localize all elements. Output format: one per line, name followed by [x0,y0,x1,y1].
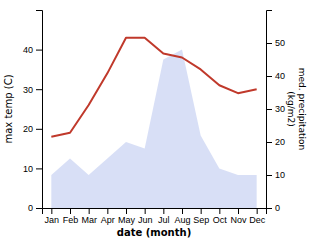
y2-axis: 0 10 20 30 40 50 [266,11,285,214]
tick: 40 [266,71,285,81]
tick-mark [107,208,108,214]
tick-mark [266,208,272,209]
tick-mark [36,168,42,169]
tick-mark [126,208,127,214]
x-axis: JanFebMar AprMayJun Jul AugSep OctNovDec [43,208,267,225]
title-line: (kg/m2) [286,91,296,126]
tick-mark [238,208,239,214]
tick: Aug [174,208,190,225]
tick: Nov [230,208,247,225]
tick-mark [89,208,90,214]
tick: 10 [266,170,285,180]
tick: 20 [266,137,285,147]
tick-label: Feb [63,215,79,225]
tick-label: Mar [81,215,97,225]
tick-mark [182,208,183,214]
tick-mark [266,142,272,143]
tick-label: 10 [23,164,33,174]
tick-mark [51,208,52,214]
y-axis: 0 10 20 30 40 [23,11,43,214]
tick-label: 30 [275,104,285,114]
tick-label: Jul [158,215,170,225]
tick: Dec [249,208,266,225]
tick: 50 [266,38,285,48]
axis-line [36,11,43,209]
tick-label: 0 [275,203,280,213]
tick: Jan [45,208,60,225]
tick-label: 50 [275,38,285,48]
tick-label: Dec [249,215,266,225]
tick-mark [36,89,42,90]
tick-mark [266,175,272,176]
tick-mark [163,208,164,214]
tick: Apr [101,208,115,225]
tick-mark [70,208,71,214]
tick: 20 [23,124,42,134]
y-axis-title: max temp (C) [3,74,14,143]
tick-label: Oct [213,215,228,225]
tick-label: 20 [275,137,285,147]
tick-label: Sep [193,215,209,225]
tick-label: 30 [23,85,33,95]
area [51,50,256,208]
tick-mark [201,208,202,214]
chart-container: JanFebMar AprMayJun Jul AugSep OctNovDec 0 10 2… [0,0,318,242]
tick-mark [219,208,220,214]
marks [51,38,256,208]
tick-label: 0 [28,203,33,213]
tick-mark [266,109,272,110]
tick-label: Apr [101,215,115,225]
tick: 40 [23,45,42,55]
tick-label: Jun [138,215,153,225]
tick: 10 [23,164,42,174]
tick: 0 [266,203,280,213]
tick: 30 [266,104,285,114]
x-axis-title: date (month) [117,227,191,238]
line [51,38,256,137]
tick: Mar [81,208,97,225]
tick-label: 40 [275,71,285,81]
tick: Jul [158,208,170,225]
tick: May [118,208,136,225]
tick: Feb [63,208,79,225]
tick-mark [36,129,42,130]
chart: JanFebMar AprMayJun Jul AugSep OctNovDec 0 10 2… [0,0,318,242]
tick-label: Jan [45,215,60,225]
tick-label: 20 [23,124,33,134]
tick-label: 40 [23,45,33,55]
tick: Oct [213,208,228,225]
tick-label: May [118,215,136,225]
tick-mark [266,43,272,44]
tick: 0 [28,203,42,213]
tick-mark [36,50,42,51]
tick-label: Nov [230,215,247,225]
plot-area: JanFebMar AprMayJun Jul AugSep OctNovDec 0 10 2… [23,11,285,226]
tick-mark [145,208,146,214]
axis-line [43,209,267,215]
tick: 30 [23,85,42,95]
tick-label: 10 [275,170,285,180]
tick-mark [36,208,42,209]
title-line: med. precipitation [297,68,307,150]
tick-mark [266,76,272,77]
tick-label: Aug [174,215,190,225]
y2-axis-title: med. precipitation(kg/m2) [286,68,307,150]
tick: Jun [138,208,153,225]
tick: Sep [193,208,209,225]
tick-mark [257,208,258,214]
axis-line [267,11,273,209]
